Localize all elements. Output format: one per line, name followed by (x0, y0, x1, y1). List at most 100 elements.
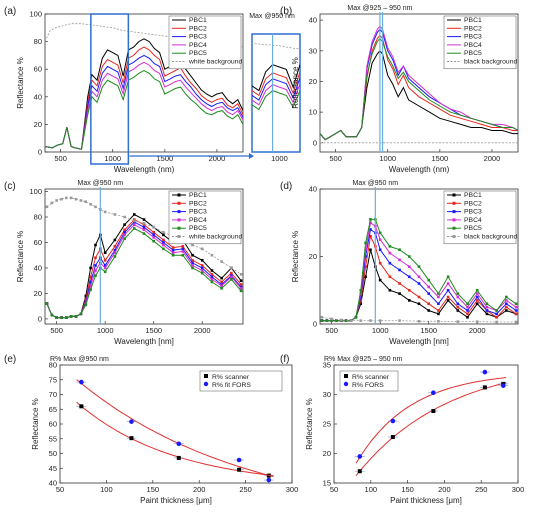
legend-entry: PBC4 (189, 42, 207, 49)
data-point (113, 248, 117, 252)
x-tick-label: 50 (330, 485, 338, 494)
data-point (89, 280, 92, 284)
legend-entry: PBC3 (189, 209, 207, 216)
data-point (191, 266, 194, 270)
data-point (152, 236, 156, 239)
data-point (210, 278, 214, 281)
chart-title: Max @925 – 950 nm (347, 5, 412, 12)
data-point (113, 238, 117, 242)
data-point (369, 248, 372, 252)
panel-label: (b) (280, 6, 292, 17)
series-line-pbc5 (252, 90, 300, 111)
fit-curve (76, 379, 274, 478)
y-tick-label: 20 (309, 77, 317, 86)
data-point (123, 228, 126, 232)
legend-marker (452, 226, 456, 230)
y-tick-label: 70 (49, 390, 57, 399)
legend-box (199, 370, 283, 392)
data-point (407, 288, 411, 292)
fit-curve (355, 377, 507, 464)
data-point (466, 305, 469, 309)
data-point (200, 264, 204, 267)
y-axis-label: Reflectance % (16, 57, 25, 109)
y-tick-label: 20 (34, 120, 42, 129)
y-tick-label: 0 (313, 320, 317, 329)
plot-frame (44, 188, 244, 325)
y-tick-label: 40 (49, 479, 57, 488)
data-point (378, 248, 382, 252)
legend-entry: white background (188, 59, 242, 66)
data-point (495, 320, 498, 324)
x-tick-label: 2000 (194, 326, 211, 335)
x-tick-label: 1000 (104, 154, 121, 163)
data-point (417, 295, 421, 299)
data-point (475, 295, 479, 299)
data-point (152, 233, 156, 237)
legend-entry: PBC3 (464, 34, 482, 41)
data-point (220, 287, 223, 290)
legend-entry: PBC3 (464, 209, 482, 216)
data-point-fors (357, 454, 363, 459)
y-tick-label: 80 (34, 37, 42, 46)
data-point (364, 265, 367, 268)
panel-label: (e) (4, 354, 16, 365)
legend-marker (177, 193, 181, 197)
chart-panel-a: 500 1000 1500 2000 0 20 40 60 80 100 Wavelength (n… (4, 6, 301, 174)
x-tick-label: 150 (401, 485, 414, 494)
legend-entry: R% FORS (352, 382, 384, 389)
data-point (485, 302, 489, 306)
y-tick-label: 40 (34, 263, 42, 272)
y-tick-label: 20 (309, 252, 317, 261)
data-point (69, 196, 73, 200)
data-point (84, 200, 88, 204)
chart-panel-b: 500 1000 1500 2000 0 10 20 30 40 Wavelength (nm) R… (280, 5, 519, 174)
data-point (220, 260, 223, 263)
data-point (475, 288, 479, 292)
data-point (230, 275, 233, 279)
x-tick-label: 1500 (420, 326, 437, 335)
data-point (446, 282, 450, 285)
legend-box (168, 15, 242, 70)
data-point (191, 259, 194, 262)
data-point (84, 298, 88, 302)
data-point-scanner (482, 385, 487, 390)
x-axis-label: Paint thickness [μm] (390, 496, 462, 505)
data-point (181, 247, 185, 251)
data-point (514, 305, 518, 309)
y-tick-label: 55 (49, 434, 57, 443)
y-tick-label: 40 (309, 185, 317, 194)
data-point (427, 292, 431, 295)
data-point (475, 299, 479, 302)
data-point (162, 241, 165, 244)
data-point (113, 255, 117, 258)
data-point (45, 205, 49, 209)
x-tick-label: 1000 (97, 326, 114, 335)
legend-marker (344, 374, 348, 378)
data-point (505, 299, 508, 302)
series-line-pbc3 (45, 54, 243, 150)
y-tick-label: 75 (49, 375, 57, 384)
legend-marker (203, 381, 209, 387)
data-point (320, 319, 324, 322)
legend-entry: PBC5 (464, 225, 482, 232)
data-point-scanner (357, 469, 362, 474)
data-point (466, 302, 469, 306)
legend-marker (452, 201, 456, 205)
data-point (475, 292, 479, 295)
data-point (427, 309, 431, 312)
legend-marker (177, 210, 181, 214)
data-point (388, 275, 392, 279)
x-tick-label: 1500 (431, 154, 448, 163)
data-point (378, 261, 382, 265)
data-point (456, 320, 460, 323)
legend-marker (343, 381, 349, 387)
data-point (398, 248, 401, 252)
data-point (103, 210, 107, 214)
data-point (485, 312, 489, 316)
y-tick-label: 25 (323, 420, 331, 429)
data-point (162, 247, 165, 251)
data-point (123, 231, 126, 234)
legend-entry: PBC1 (464, 17, 482, 24)
series-group (320, 25, 518, 144)
